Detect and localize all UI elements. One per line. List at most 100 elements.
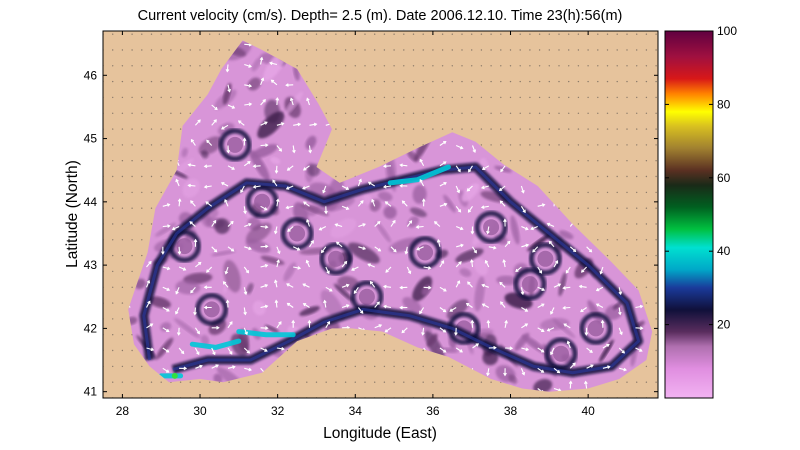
- arrow-head: [216, 325, 220, 330]
- arrow-head: [384, 201, 389, 205]
- land-dot: [112, 160, 114, 162]
- land-dot: [636, 254, 638, 257]
- land-dot: [636, 144, 638, 146]
- arrow-head: [460, 226, 464, 231]
- velocity-arrow: [423, 266, 431, 269]
- land-dot: [403, 96, 405, 99]
- arrow-head: [213, 249, 218, 253]
- arrow-head: [473, 250, 477, 254]
- arrow-head: [351, 267, 355, 271]
- arrow-head: [248, 102, 253, 107]
- land-dot: [636, 112, 638, 115]
- arrow-head: [264, 207, 268, 211]
- velocity-arrow: [374, 221, 381, 227]
- y-tick-label: 46: [84, 68, 98, 82]
- land-grid-dots: [103, 33, 657, 398]
- arrow-head: [190, 290, 194, 294]
- land-dot: [131, 239, 133, 241]
- land-dot: [451, 96, 453, 99]
- land-dot: [645, 270, 648, 273]
- velocity-blob: [260, 255, 285, 265]
- velocity-arrow: [325, 266, 330, 274]
- arrow-head: [248, 367, 252, 372]
- land-dot: [112, 191, 114, 194]
- velocity-arrow: [357, 179, 362, 187]
- velocity-arrow: [596, 303, 604, 308]
- land-dot: [335, 160, 337, 162]
- y-tick-label: 43: [84, 258, 98, 272]
- velocity-arrow: [586, 246, 592, 253]
- land-dot: [354, 334, 356, 336]
- land-dot: [509, 65, 512, 67]
- arrow-head: [196, 330, 200, 335]
- land-dot: [412, 349, 415, 352]
- velocity-arrow: [520, 368, 525, 375]
- arrow-head: [230, 220, 234, 225]
- velocity-arrow: [406, 220, 412, 227]
- arrow-head: [243, 311, 247, 316]
- land-dot: [364, 381, 366, 383]
- velocity-arrow: [553, 387, 561, 392]
- land-dot: [645, 302, 648, 304]
- land-dot: [461, 49, 463, 51]
- land-dot: [655, 254, 657, 257]
- land-dot: [121, 191, 124, 194]
- arrow-head: [584, 380, 588, 385]
- land-dot: [383, 144, 386, 146]
- land-dot: [112, 175, 114, 178]
- land-dot: [519, 65, 521, 67]
- arrow-head: [565, 270, 570, 274]
- land-dot: [529, 160, 531, 162]
- land-dot: [441, 96, 444, 99]
- land-dot: [645, 33, 648, 35]
- arrow-head: [285, 83, 289, 87]
- velocity-arrow: [178, 199, 181, 207]
- velocity-arrow: [384, 305, 392, 309]
- velocity-arrow: [243, 161, 251, 167]
- land-dot: [170, 144, 172, 146]
- eddy-ring: [579, 311, 613, 345]
- land-dot: [606, 33, 609, 35]
- arrow-head: [572, 248, 577, 253]
- velocity-arrow: [260, 305, 268, 309]
- land-dot: [179, 128, 182, 130]
- arrow-head: [486, 319, 491, 324]
- arrow-head: [371, 198, 375, 203]
- land-dot: [374, 334, 376, 336]
- velocity-blob: [211, 250, 236, 257]
- velocity-arrow: [146, 261, 152, 268]
- arrow-head: [548, 240, 553, 245]
- velocity-arrow: [269, 62, 278, 66]
- land-dot: [655, 207, 657, 209]
- arrow-head: [522, 209, 526, 214]
- land-dot: [131, 128, 133, 130]
- land-dot: [354, 65, 356, 67]
- arrow-head: [367, 263, 371, 267]
- arrow-head: [443, 141, 447, 145]
- land-dot: [383, 80, 386, 83]
- land-dot: [150, 65, 153, 67]
- land-dot: [199, 381, 201, 383]
- arrow-head: [224, 270, 229, 275]
- land-dot: [170, 33, 172, 35]
- eddy-core: [553, 345, 569, 362]
- land-dot: [636, 239, 638, 241]
- arrow-head: [291, 319, 296, 324]
- land-dot: [645, 49, 648, 51]
- land-dot: [257, 33, 259, 35]
- velocity-blob: [527, 233, 551, 252]
- velocity-arrow: [419, 307, 425, 314]
- land-dot: [247, 381, 250, 383]
- arrow-head: [259, 56, 264, 61]
- velocity-blob: [412, 276, 433, 302]
- arrow-head: [322, 189, 326, 194]
- velocity-arrow: [383, 285, 392, 288]
- land-dot: [383, 160, 386, 162]
- arrow-head: [240, 189, 244, 194]
- land-dot: [374, 144, 376, 146]
- land-dot: [480, 112, 483, 115]
- land-dot: [645, 191, 648, 194]
- arrow-head: [454, 332, 458, 336]
- land-dot: [393, 112, 395, 115]
- land-dot: [422, 65, 424, 67]
